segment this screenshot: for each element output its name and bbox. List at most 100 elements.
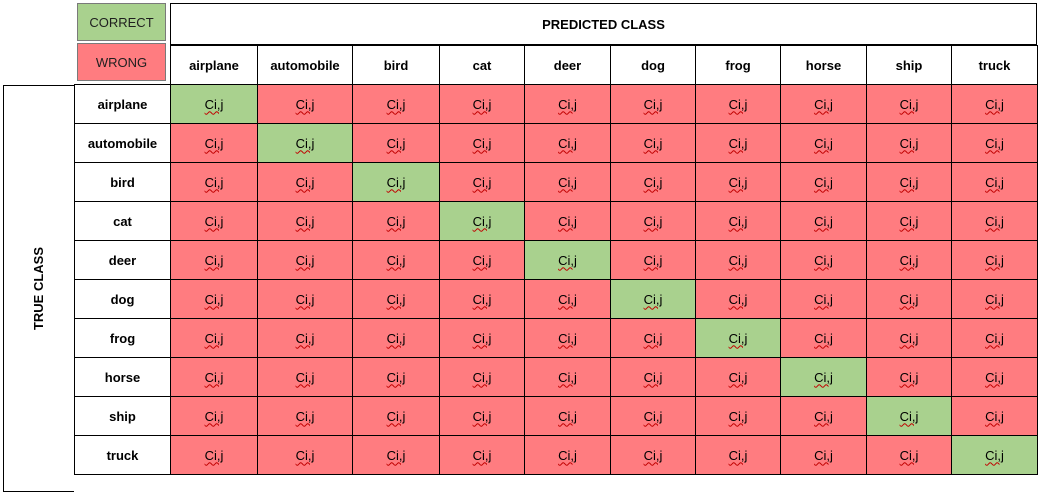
cell-value: Ci,j — [204, 213, 224, 229]
cell-value: Ci,j — [204, 291, 224, 307]
matrix-cell: Ci,j — [695, 240, 781, 280]
matrix-cell: Ci,j — [695, 279, 781, 319]
cell-value: Ci,j — [985, 369, 1004, 385]
matrix-cell: Ci,j — [780, 396, 867, 436]
cell-value: Ci,j — [204, 447, 224, 463]
matrix-cell: Ci,j — [439, 123, 525, 163]
corner-blank — [75, 46, 171, 85]
matrix-cell: Ci,j — [866, 357, 952, 397]
cell-value: Ci,j — [472, 174, 492, 190]
column-header-ship: ship — [866, 45, 952, 85]
column-header-cat: cat — [439, 45, 525, 85]
cell-value: Ci,j — [899, 330, 919, 346]
cell-value: Ci,j — [295, 369, 315, 385]
column-header-deer: deer — [524, 45, 611, 85]
matrix-cell: Ci,j — [780, 162, 867, 202]
cell-value: Ci,j — [386, 291, 406, 307]
cell-value: Ci,j — [558, 174, 577, 190]
cell-value: Ci,j — [472, 408, 492, 424]
matrix-cell: Ci,j — [257, 435, 353, 475]
cell-value: Ci,j — [386, 135, 406, 151]
cell-value: Ci,j — [899, 408, 919, 424]
row-header-dog: dog — [74, 279, 171, 319]
cell-value: Ci,j — [814, 447, 833, 463]
cell-value: Ci,j — [814, 252, 833, 268]
matrix-cell: Ci,j — [352, 279, 440, 319]
cell-value: Ci,j — [899, 291, 919, 307]
matrix-cell: Ci,j — [352, 318, 440, 358]
matrix-cell: Ci,j — [780, 84, 867, 124]
matrix-cell: Ci,j — [866, 396, 952, 436]
cell-value: Ci,j — [472, 96, 492, 112]
cell-value: Ci,j — [295, 447, 315, 463]
cell-value: Ci,j — [386, 447, 406, 463]
matrix-cell: Ci,j — [257, 201, 353, 241]
matrix-cell: Ci,j — [352, 396, 440, 436]
cell-value: Ci,j — [899, 135, 919, 151]
cell-value: Ci,j — [558, 369, 577, 385]
matrix-cell: Ci,j — [524, 162, 611, 202]
matrix-cell: Ci,j — [524, 240, 611, 280]
matrix-row-airplane: airplane Ci,j Ci,j Ci,j Ci,j Ci,j Ci,j Ci,j Ci,j… — [74, 84, 1038, 124]
matrix-cell: Ci,j — [170, 357, 258, 397]
cell-value: Ci,j — [558, 330, 577, 346]
row-header-horse: horse — [74, 357, 171, 397]
matrix-row-deer: deer Ci,j Ci,j Ci,j Ci,j Ci,j Ci,j Ci,j Ci,j Ci,j… — [74, 240, 1038, 280]
cell-value: Ci,j — [728, 291, 748, 307]
matrix-cell: Ci,j — [524, 318, 611, 358]
matrix-cell: Ci,j — [352, 123, 440, 163]
cell-value: Ci,j — [295, 174, 315, 190]
matrix-row-horse: horse Ci,j Ci,j Ci,j Ci,j Ci,j Ci,j Ci,j Ci,j Ci,… — [74, 357, 1038, 397]
matrix-cell: Ci,j — [257, 84, 353, 124]
cell-value: Ci,j — [295, 135, 315, 151]
cell-value: Ci,j — [386, 252, 406, 268]
cell-value: Ci,j — [558, 408, 577, 424]
matrix-cell: Ci,j — [439, 435, 525, 475]
cell-value: Ci,j — [985, 96, 1004, 112]
cell-value: Ci,j — [985, 252, 1004, 268]
matrix-cell: Ci,j — [951, 357, 1038, 397]
matrix-cell: Ci,j — [610, 123, 696, 163]
matrix-cell: Ci,j — [866, 162, 952, 202]
cell-value: Ci,j — [985, 291, 1004, 307]
cell-value: Ci,j — [558, 135, 577, 151]
matrix-cell: Ci,j — [780, 318, 867, 358]
cell-value: Ci,j — [386, 330, 406, 346]
cell-value: Ci,j — [899, 252, 919, 268]
cell-value: Ci,j — [643, 174, 663, 190]
cell-value: Ci,j — [643, 213, 663, 229]
matrix-cell: Ci,j — [170, 396, 258, 436]
cell-value: Ci,j — [728, 447, 748, 463]
matrix-cell: Ci,j — [610, 318, 696, 358]
cell-value: Ci,j — [558, 252, 577, 268]
matrix-cell: Ci,j — [610, 201, 696, 241]
matrix-cell: Ci,j — [695, 84, 781, 124]
true-class-label: TRUE CLASS — [31, 246, 47, 331]
row-header-airplane: airplane — [74, 84, 171, 124]
cell-value: Ci,j — [985, 213, 1004, 229]
matrix-cell: Ci,j — [257, 123, 353, 163]
matrix-cell: Ci,j — [352, 201, 440, 241]
cell-value: Ci,j — [985, 135, 1004, 151]
matrix-cell: Ci,j — [610, 435, 696, 475]
matrix-cell: Ci,j — [780, 279, 867, 319]
cell-value: Ci,j — [386, 369, 406, 385]
matrix-cell: Ci,j — [780, 123, 867, 163]
cell-value: Ci,j — [728, 135, 748, 151]
column-header-horse: horse — [780, 45, 867, 85]
cell-value: Ci,j — [899, 174, 919, 190]
cell-value: Ci,j — [899, 369, 919, 385]
confusion-matrix: airplane automobile bird cat deer dog frog hors… — [74, 45, 1038, 475]
matrix-row-truck: truck Ci,j Ci,j Ci,j Ci,j Ci,j Ci,j Ci,j Ci,j Ci,… — [74, 435, 1038, 475]
matrix-cell: Ci,j — [780, 240, 867, 280]
matrix-row-dog: dog Ci,j Ci,j Ci,j Ci,j Ci,j Ci,j Ci,j Ci,j Ci,j C… — [74, 279, 1038, 319]
matrix-cell: Ci,j — [610, 357, 696, 397]
row-header-frog: frog — [74, 318, 171, 358]
cell-value: Ci,j — [814, 369, 833, 385]
matrix-cell: Ci,j — [524, 357, 611, 397]
cell-value: Ci,j — [728, 174, 748, 190]
matrix-cell: Ci,j — [352, 240, 440, 280]
matrix-cell: Ci,j — [610, 84, 696, 124]
matrix-cell: Ci,j — [695, 357, 781, 397]
matrix-cell: Ci,j — [170, 162, 258, 202]
